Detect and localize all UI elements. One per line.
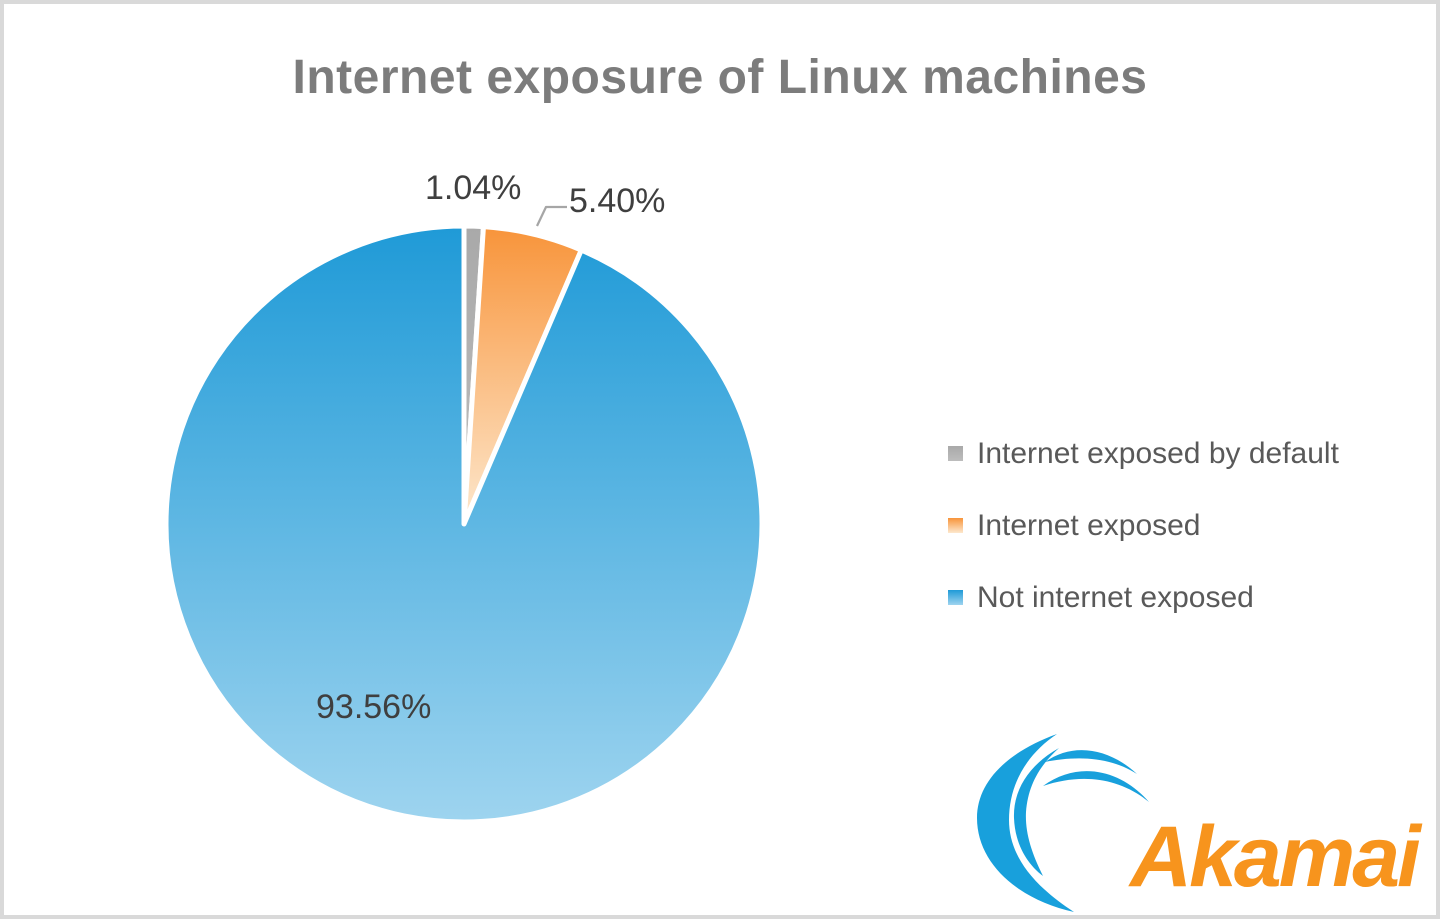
legend-swatch-blue-icon — [948, 590, 963, 605]
pie-chart — [163, 205, 765, 825]
data-label-exposed-by-default: 1.04% — [425, 169, 522, 207]
pie-slice-2 — [163, 223, 765, 825]
legend-label: Not internet exposed — [977, 580, 1254, 614]
pie-slices — [163, 223, 765, 825]
legend-item-exposed-by-default: Internet exposed by default — [948, 434, 1339, 473]
legend-item-internet-exposed: Internet exposed — [948, 506, 1339, 545]
legend-item-not-exposed: Not internet exposed — [948, 578, 1339, 617]
legend-label: Internet exposed — [977, 508, 1201, 542]
akamai-wave-icon — [977, 734, 1149, 912]
akamai-logo: Akamai — [969, 726, 1436, 915]
akamai-logo-text: Akamai — [1130, 809, 1421, 905]
label-leader-line — [535, 205, 567, 227]
data-label-internet-exposed: 5.40% — [569, 182, 666, 220]
legend: Internet exposed by default Internet exp… — [948, 434, 1339, 617]
legend-label: Internet exposed by default — [977, 436, 1339, 470]
legend-swatch-orange-icon — [948, 518, 963, 533]
legend-swatch-gray-icon — [948, 446, 963, 461]
chart-title: Internet exposure of Linux machines — [292, 51, 1148, 104]
data-label-not-exposed: 93.56% — [316, 688, 432, 726]
